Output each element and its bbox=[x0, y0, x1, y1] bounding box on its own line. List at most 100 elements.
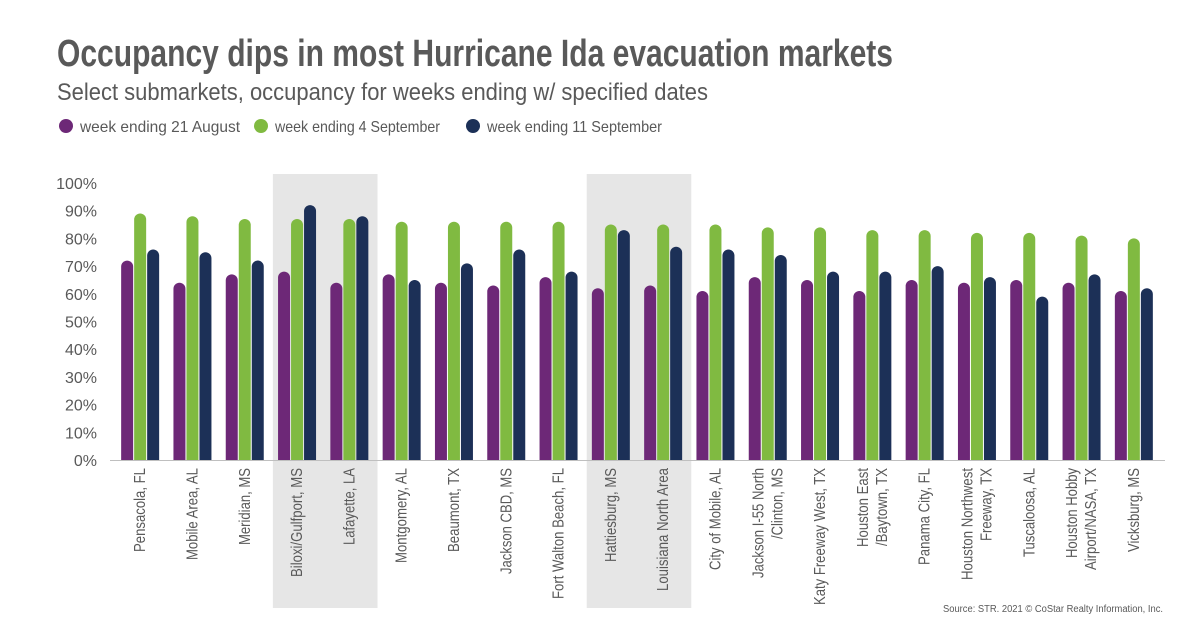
bar-week-ending-11-september bbox=[408, 279, 421, 460]
bar-week-ending-11-september bbox=[1140, 288, 1153, 460]
y-tick-label: 60% bbox=[65, 287, 97, 304]
legend-label: week ending 4 September bbox=[274, 119, 440, 136]
bar-week-ending-11-september bbox=[983, 277, 996, 460]
bar-week-ending-21-august bbox=[853, 291, 866, 460]
bar-week-ending-11-september bbox=[147, 249, 160, 460]
bar-week-ending-4-september bbox=[291, 219, 304, 460]
bar-week-ending-21-august bbox=[330, 282, 343, 460]
bar-week-ending-21-august bbox=[1010, 279, 1023, 460]
x-axis-labels: Pensacola, FL Mobile Area, AL Meridian, MS… bbox=[132, 468, 1143, 605]
x-tick-label: Airport/NASA, TX bbox=[1083, 468, 1100, 570]
legend-swatch bbox=[466, 119, 480, 133]
bar-week-ending-11-september bbox=[513, 249, 526, 460]
bar-week-ending-21-august bbox=[591, 288, 604, 460]
x-tick-label: Hattiesburg, MS bbox=[603, 468, 620, 562]
bar-week-ending-11-september bbox=[199, 252, 212, 460]
x-tick-label: Panama City, FL bbox=[917, 468, 934, 565]
bar-week-ending-21-august bbox=[121, 260, 134, 460]
x-tick-label: Meridian, MS bbox=[237, 468, 254, 545]
y-tick-label: 0% bbox=[74, 453, 97, 470]
bar-week-ending-4-september bbox=[343, 219, 356, 460]
x-tick-label: Louisiana North Area bbox=[655, 468, 672, 591]
bar-week-ending-11-september bbox=[774, 255, 787, 460]
bar-week-ending-11-september bbox=[931, 266, 944, 460]
bar-week-ending-4-september bbox=[709, 224, 722, 460]
bar-week-ending-4-september bbox=[238, 219, 251, 460]
bar-week-ending-11-september bbox=[304, 205, 317, 460]
bar-week-ending-21-august bbox=[905, 279, 918, 460]
x-tick-label: Mobile Area, AL bbox=[184, 468, 201, 560]
bar-week-ending-11-september bbox=[1088, 274, 1101, 460]
bar-week-ending-21-august bbox=[1062, 282, 1075, 460]
chart-title: Occupancy dips in most Hurricane Ida eva… bbox=[57, 33, 893, 75]
x-tick-label: Freeway, TX bbox=[978, 468, 995, 541]
chart-subtitle: Select submarkets, occupancy for weeks e… bbox=[57, 79, 708, 106]
bar-week-ending-4-september bbox=[761, 227, 774, 460]
x-tick-label: Houston Hobby bbox=[1064, 468, 1081, 558]
y-tick-label: 70% bbox=[65, 259, 97, 276]
bar-week-ending-11-september bbox=[1036, 296, 1049, 460]
x-tick-label: Biloxi/Gulfport, MS bbox=[289, 468, 306, 577]
bar-week-ending-21-august bbox=[539, 277, 552, 460]
bar-week-ending-11-september bbox=[722, 249, 735, 460]
x-tick-label: /Clinton, MS bbox=[769, 468, 786, 539]
source-note: Source: STR. 2021 © CoStar Realty Inform… bbox=[943, 604, 1163, 615]
bar-week-ending-21-august bbox=[278, 271, 291, 460]
x-tick-label: Beaumont, TX bbox=[446, 468, 463, 552]
bar-week-ending-21-august bbox=[644, 285, 657, 460]
legend-label: week ending 11 September bbox=[486, 119, 663, 136]
x-tick-label: Jackson I-55 North bbox=[750, 468, 767, 578]
x-tick-label: Lafayette, LA bbox=[341, 468, 358, 545]
x-tick-label: City of Mobile, AL bbox=[707, 468, 724, 570]
bar-week-ending-4-september bbox=[970, 232, 983, 460]
bar-week-ending-11-september bbox=[565, 271, 578, 460]
y-axis: 0% 10% 20% 30% 40% 50% 60% 70% 80% 90% 100% bbox=[56, 176, 97, 470]
x-tick-label: Pensacola, FL bbox=[132, 468, 149, 552]
x-tick-label: Tuscaloosa, AL bbox=[1021, 468, 1038, 557]
bar-week-ending-4-september bbox=[1127, 238, 1140, 460]
x-tick-label: Jackson CBD, MS bbox=[498, 468, 515, 574]
bar-week-ending-4-september bbox=[657, 224, 670, 460]
bar-week-ending-21-august bbox=[434, 282, 447, 460]
y-tick-label: 20% bbox=[65, 398, 97, 415]
bar-week-ending-21-august bbox=[1114, 291, 1127, 460]
x-tick-label: Montgomery, AL bbox=[394, 468, 411, 563]
bar-week-ending-21-august bbox=[487, 285, 500, 460]
x-tick-label: /Baytown, TX bbox=[874, 468, 891, 546]
bar-week-ending-4-september bbox=[500, 221, 513, 460]
legend: week ending 21 August week ending 4 Septe… bbox=[59, 119, 663, 136]
bar-week-ending-11-september bbox=[251, 260, 264, 460]
y-tick-label: 80% bbox=[65, 231, 97, 248]
bar-week-ending-4-september bbox=[552, 221, 565, 460]
bar-week-ending-11-september bbox=[827, 271, 840, 460]
x-tick-label: Houston Northwest bbox=[959, 468, 976, 580]
bar-week-ending-4-september bbox=[604, 224, 617, 460]
x-tick-label: Fort Walton Beach, FL bbox=[551, 468, 568, 599]
bar-week-ending-4-september bbox=[814, 227, 827, 460]
bar-week-ending-4-september bbox=[1023, 232, 1036, 460]
bar-week-ending-21-august bbox=[748, 277, 761, 460]
bar-week-ending-21-august bbox=[173, 282, 186, 460]
bar-week-ending-4-september bbox=[918, 230, 931, 460]
bar-week-ending-21-august bbox=[225, 274, 238, 460]
bar-week-ending-4-september bbox=[866, 230, 879, 460]
bar-week-ending-21-august bbox=[801, 279, 814, 460]
y-tick-label: 30% bbox=[65, 370, 97, 387]
bar-week-ending-4-september bbox=[186, 216, 199, 460]
bar-week-ending-11-september bbox=[879, 271, 892, 460]
bar-week-ending-4-september bbox=[1075, 235, 1088, 460]
bar-week-ending-11-september bbox=[356, 216, 369, 460]
y-tick-label: 90% bbox=[65, 204, 97, 221]
bar-week-ending-21-august bbox=[696, 291, 709, 460]
bar-week-ending-21-august bbox=[382, 274, 395, 460]
x-tick-label: Katy Freeway West, TX bbox=[812, 468, 829, 605]
legend-swatch bbox=[59, 119, 73, 133]
bar-week-ending-11-september bbox=[670, 246, 683, 460]
bar-week-ending-4-september bbox=[134, 213, 147, 460]
legend-swatch bbox=[254, 119, 268, 133]
y-tick-label: 40% bbox=[65, 342, 97, 359]
y-tick-label: 10% bbox=[65, 425, 97, 442]
bars bbox=[121, 205, 1153, 460]
bar-week-ending-4-september bbox=[447, 221, 460, 460]
